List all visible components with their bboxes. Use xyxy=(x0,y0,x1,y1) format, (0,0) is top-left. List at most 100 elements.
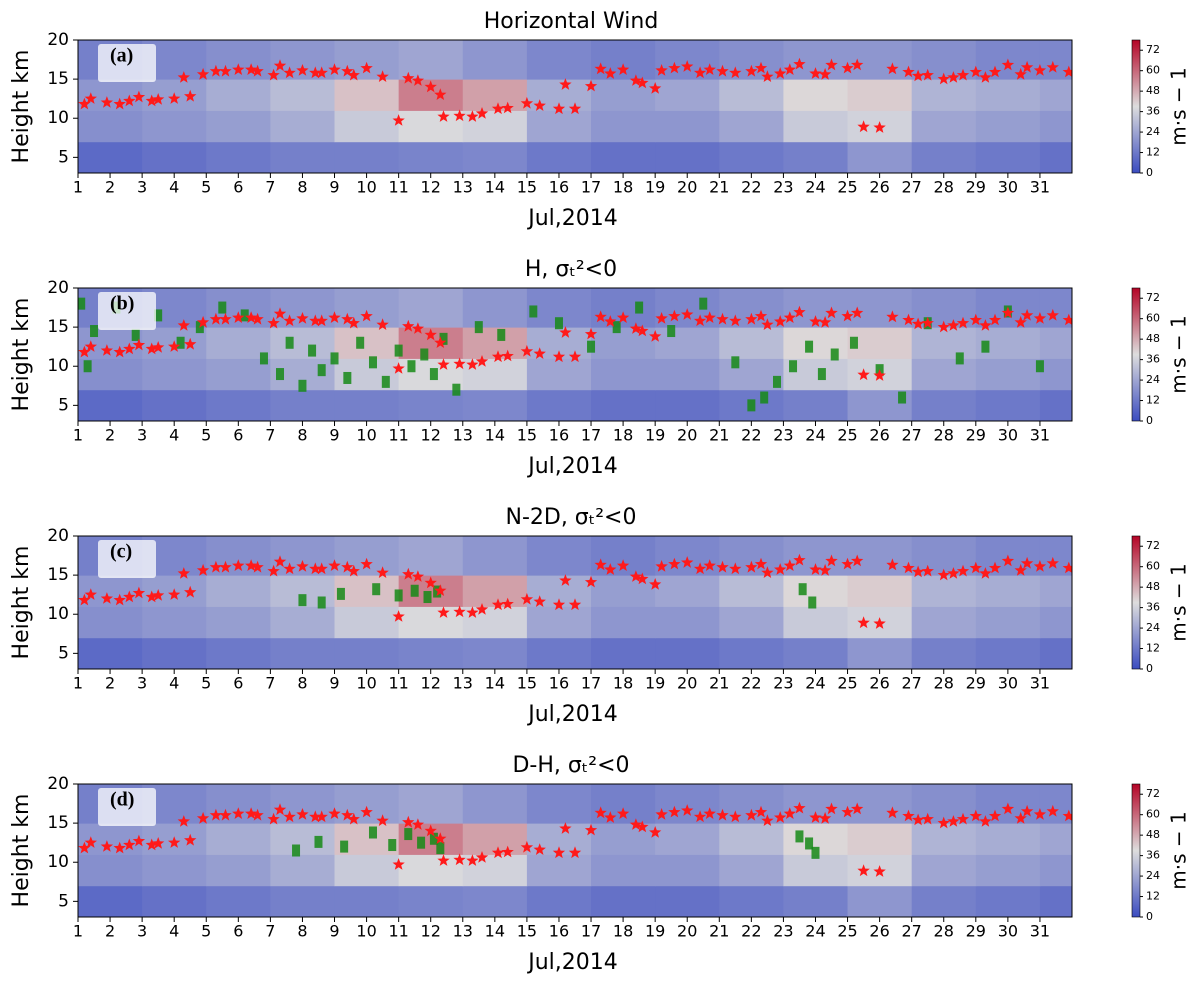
star-marker xyxy=(681,60,694,72)
heat-cell xyxy=(783,606,849,639)
colorbar-tick-label: 48 xyxy=(1146,84,1160,97)
x-tick-label: 26 xyxy=(869,922,889,941)
star-marker xyxy=(956,68,970,81)
green-marker xyxy=(285,336,294,349)
x-tick-label: 13 xyxy=(453,178,473,197)
star-marker xyxy=(825,802,838,815)
star-marker xyxy=(132,586,146,599)
star-marker xyxy=(184,833,197,846)
plot-area xyxy=(78,288,1072,421)
green-marker xyxy=(336,587,345,600)
panel-title: Horizontal Wind xyxy=(484,9,659,34)
green-marker xyxy=(317,364,326,377)
star-marker xyxy=(729,66,742,79)
colorbar-tick-label: 60 xyxy=(1146,560,1160,573)
star-marker xyxy=(347,564,360,577)
star-marker xyxy=(196,67,210,80)
heat-cell xyxy=(719,637,784,669)
y-tick-label: 15 xyxy=(47,813,69,833)
star-marker xyxy=(1033,312,1047,324)
star-marker xyxy=(809,315,822,327)
colorbar-tick-label: 12 xyxy=(1146,890,1160,903)
x-tick-label: 28 xyxy=(934,922,954,941)
star-marker xyxy=(1020,60,1034,73)
star-marker xyxy=(703,559,716,571)
star-marker xyxy=(219,560,232,573)
heat-cell xyxy=(911,389,977,421)
star-marker xyxy=(113,345,126,358)
green-marker xyxy=(805,340,814,353)
x-tick-label: 27 xyxy=(901,922,921,941)
x-tick-label: 24 xyxy=(805,922,825,941)
star-marker xyxy=(341,64,354,77)
panel-label: (d) xyxy=(110,789,134,811)
star-marker xyxy=(347,812,360,825)
x-tick-label: 11 xyxy=(388,178,408,197)
star-marker xyxy=(411,322,425,334)
heat-cell xyxy=(142,885,207,917)
star-marker xyxy=(84,92,97,104)
star-marker xyxy=(466,110,479,122)
star-marker xyxy=(857,864,870,877)
x-tick-label: 1 xyxy=(73,922,83,941)
star-marker xyxy=(219,808,232,821)
colorbar-tick-label: 0 xyxy=(1146,166,1153,179)
x-tick-label: 21 xyxy=(709,178,729,197)
x-tick-label: 13 xyxy=(453,922,473,941)
star-marker xyxy=(475,603,489,615)
star-marker xyxy=(886,62,899,75)
x-tick-label: 2 xyxy=(105,674,115,693)
heat-cell xyxy=(398,606,464,639)
x-tick-label: 8 xyxy=(297,922,307,941)
star-marker xyxy=(649,330,662,342)
star-marker xyxy=(78,345,91,358)
star-marker xyxy=(668,61,681,74)
heat-cell xyxy=(334,141,400,173)
star-marker xyxy=(873,865,886,877)
star-marker xyxy=(911,813,925,826)
x-tick-label: 31 xyxy=(1030,426,1050,445)
green-marker xyxy=(497,328,506,341)
green-marker xyxy=(314,835,323,848)
star-marker xyxy=(491,102,505,115)
star-marker xyxy=(729,810,742,823)
heat-cell xyxy=(1039,575,1072,607)
star-marker xyxy=(1020,804,1034,817)
star-marker xyxy=(649,826,662,838)
heat-cell xyxy=(526,110,592,143)
heat-cell xyxy=(398,141,464,173)
star-marker xyxy=(402,319,415,332)
y-tick-label: 15 xyxy=(47,565,69,585)
x-tick-label: 28 xyxy=(934,178,954,197)
heat-cell xyxy=(462,784,528,824)
star-marker xyxy=(245,807,258,819)
heat-cell xyxy=(911,110,977,143)
star-marker xyxy=(501,845,514,858)
heat-cell xyxy=(847,784,913,824)
star-marker xyxy=(1033,560,1047,572)
star-marker xyxy=(668,805,681,818)
green-marker xyxy=(773,375,782,388)
x-tick-label: 12 xyxy=(421,674,441,693)
heat-cell xyxy=(591,40,656,80)
star-marker xyxy=(328,559,341,571)
heat-cell xyxy=(655,854,720,887)
star-marker xyxy=(552,598,566,611)
star-marker xyxy=(501,101,514,114)
heat-cell xyxy=(142,389,207,421)
star-marker xyxy=(693,562,707,575)
x-tick-label: 26 xyxy=(869,178,889,197)
x-tick-label: 1 xyxy=(73,674,83,693)
heat-cell xyxy=(1039,79,1072,111)
y-tick-label: 10 xyxy=(47,604,69,624)
x-tick-label: 16 xyxy=(549,426,569,445)
heat-cell xyxy=(911,79,977,111)
star-marker xyxy=(911,69,925,82)
x-tick-label: 21 xyxy=(709,674,729,693)
star-marker xyxy=(693,66,707,79)
star-marker xyxy=(520,592,534,605)
star-marker xyxy=(629,74,643,86)
x-tick-label: 23 xyxy=(773,178,793,197)
